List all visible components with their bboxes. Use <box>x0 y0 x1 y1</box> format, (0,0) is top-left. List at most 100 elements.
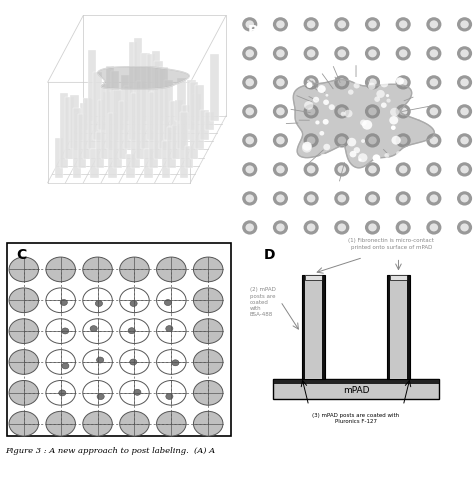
Circle shape <box>334 191 349 205</box>
Circle shape <box>166 393 173 400</box>
Bar <box>146 54 155 140</box>
Text: Figure 3 : A new approach to post labeling.  (A) A: Figure 3 : A new approach to post labeli… <box>5 447 215 455</box>
Circle shape <box>307 194 315 202</box>
Bar <box>273 379 438 399</box>
Bar <box>116 90 125 130</box>
Circle shape <box>83 319 112 344</box>
Bar <box>75 112 84 140</box>
Bar <box>85 99 94 120</box>
Bar <box>98 100 107 130</box>
Circle shape <box>399 224 408 231</box>
Text: D: D <box>264 248 275 262</box>
Circle shape <box>62 363 69 369</box>
Circle shape <box>429 165 438 174</box>
Circle shape <box>59 390 66 396</box>
Circle shape <box>303 133 319 147</box>
Circle shape <box>120 411 149 436</box>
Circle shape <box>457 75 472 90</box>
Circle shape <box>365 133 380 147</box>
Circle shape <box>399 20 408 28</box>
Circle shape <box>62 328 69 334</box>
Circle shape <box>313 97 319 103</box>
Circle shape <box>391 125 396 130</box>
Circle shape <box>193 319 223 344</box>
Bar <box>390 275 407 281</box>
Circle shape <box>396 133 411 147</box>
Circle shape <box>392 136 401 145</box>
Circle shape <box>307 20 315 28</box>
Circle shape <box>304 101 313 110</box>
Text: (3) mPAD posts are coated with
Pluronics F-127: (3) mPAD posts are coated with Pluronics… <box>312 413 400 424</box>
Circle shape <box>97 357 104 363</box>
Bar <box>103 92 112 120</box>
Circle shape <box>46 411 75 436</box>
Circle shape <box>347 138 356 147</box>
Circle shape <box>242 46 257 61</box>
Circle shape <box>460 49 469 57</box>
Circle shape <box>429 194 438 202</box>
Circle shape <box>399 107 408 115</box>
Circle shape <box>457 191 472 205</box>
Circle shape <box>396 151 401 156</box>
Circle shape <box>83 380 112 405</box>
Circle shape <box>460 20 469 28</box>
Circle shape <box>368 107 377 115</box>
Circle shape <box>242 75 257 90</box>
Circle shape <box>242 191 257 205</box>
Bar <box>131 93 140 168</box>
Circle shape <box>334 162 349 176</box>
Circle shape <box>380 80 388 87</box>
Bar <box>118 101 127 159</box>
Circle shape <box>315 120 319 124</box>
Circle shape <box>457 162 472 176</box>
Text: (2) mPAD
posts are
coated
with
BSA-488: (2) mPAD posts are coated with BSA-488 <box>250 287 275 317</box>
Circle shape <box>46 319 75 344</box>
Circle shape <box>396 75 411 90</box>
Circle shape <box>193 411 223 436</box>
Circle shape <box>164 300 172 306</box>
Bar <box>305 275 322 281</box>
Circle shape <box>365 191 380 205</box>
Circle shape <box>460 79 469 86</box>
Circle shape <box>193 349 223 375</box>
Circle shape <box>362 120 372 130</box>
Circle shape <box>354 82 360 89</box>
Circle shape <box>368 165 377 174</box>
Circle shape <box>345 110 353 118</box>
Circle shape <box>46 349 75 375</box>
Circle shape <box>242 162 257 176</box>
Circle shape <box>334 75 349 90</box>
Circle shape <box>365 17 380 31</box>
Circle shape <box>386 99 391 103</box>
Circle shape <box>460 136 469 145</box>
Circle shape <box>273 220 288 235</box>
Circle shape <box>429 136 438 145</box>
Circle shape <box>319 131 324 135</box>
Circle shape <box>242 133 257 147</box>
Bar <box>73 108 81 178</box>
Circle shape <box>273 46 288 61</box>
Bar <box>80 103 89 130</box>
Circle shape <box>349 151 356 158</box>
Circle shape <box>368 194 377 202</box>
Circle shape <box>273 17 288 31</box>
Circle shape <box>276 165 285 174</box>
Circle shape <box>337 224 346 231</box>
Circle shape <box>128 328 135 334</box>
Bar <box>172 125 181 159</box>
Text: B: B <box>247 25 258 39</box>
Bar <box>185 146 193 168</box>
Circle shape <box>273 133 288 147</box>
Circle shape <box>302 142 312 151</box>
Text: A: A <box>12 27 23 40</box>
Circle shape <box>329 104 335 110</box>
Circle shape <box>399 49 408 57</box>
Circle shape <box>307 49 315 57</box>
Circle shape <box>457 220 472 235</box>
Circle shape <box>396 220 411 235</box>
Circle shape <box>361 139 365 143</box>
Circle shape <box>120 349 149 375</box>
Bar <box>205 112 214 130</box>
Circle shape <box>457 104 472 119</box>
Circle shape <box>156 319 186 344</box>
